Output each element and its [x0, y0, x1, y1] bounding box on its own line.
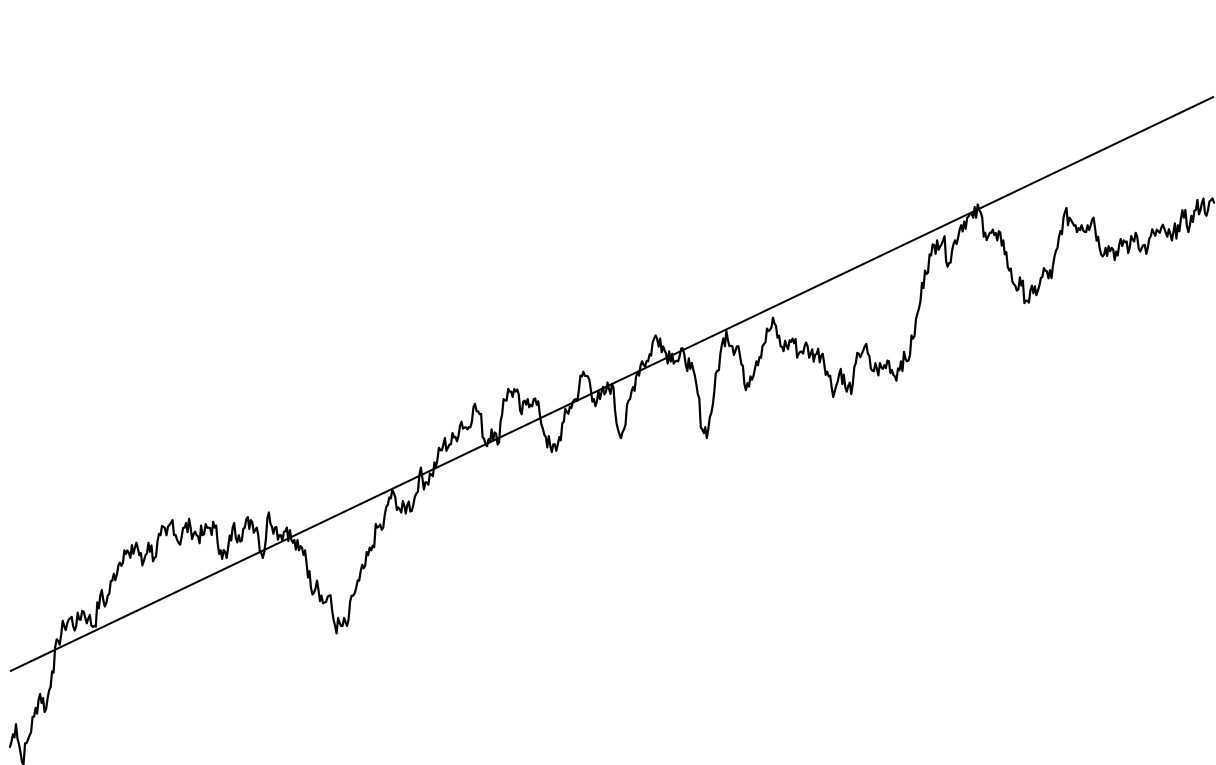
series-layer	[10, 97, 1214, 765]
price-series-line	[10, 199, 1214, 765]
trend-line	[10, 97, 1214, 672]
